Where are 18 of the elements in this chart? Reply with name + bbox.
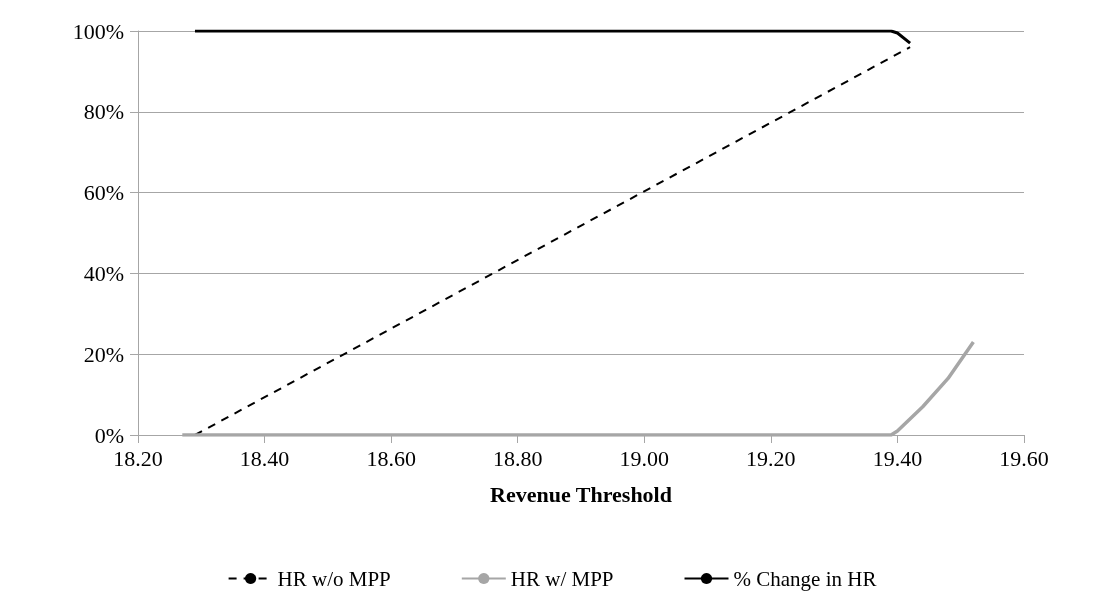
x-axis-title: Revenue Threshold [490, 481, 672, 507]
x-tick-label: 19.20 [746, 445, 796, 471]
x-tick-label: 18.20 [113, 445, 163, 471]
x-tick-label: 19.60 [999, 445, 1049, 471]
legend-label: HR w/ MPP [510, 566, 614, 591]
y-tick-label: 80% [83, 99, 124, 125]
legend-label: HR w/o MPP [277, 566, 391, 591]
x-tick-label: 18.80 [492, 445, 543, 471]
y-tick-label: 60% [83, 180, 124, 206]
legend-label: % Change in HR [733, 566, 877, 591]
y-tick-label: 0% [94, 422, 124, 448]
y-tick-label: 100% [72, 18, 124, 44]
x-tick-label: 18.40 [239, 445, 290, 471]
x-tick-label: 18.60 [366, 445, 416, 471]
x-tick-label: 19.40 [872, 445, 923, 471]
y-tick-label: 20% [83, 341, 124, 367]
x-tick-label: 19.00 [619, 445, 670, 471]
y-tick-label: 40% [83, 260, 124, 286]
